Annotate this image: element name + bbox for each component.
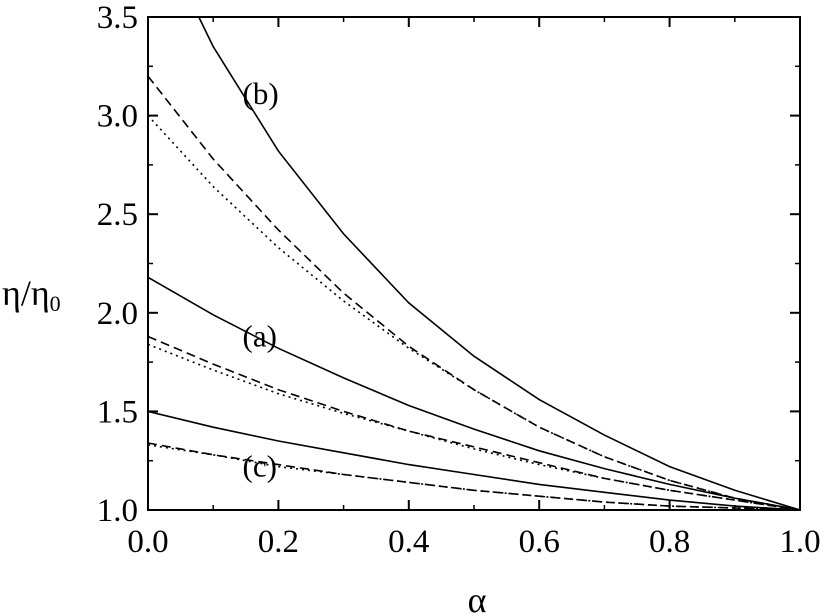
x-tick-label: 0.0 <box>127 524 168 560</box>
series-a-solid-line <box>148 276 800 510</box>
x-tick-label: 0.6 <box>519 524 560 560</box>
series-a-dashed-line <box>148 335 800 510</box>
series-b-dotted-line <box>148 115 800 510</box>
annotation-b: (b) <box>243 76 279 111</box>
y-tick-label: 2.5 <box>97 197 138 233</box>
series-layer <box>148 17 800 510</box>
y-tick-label: 3.5 <box>97 0 138 36</box>
annotation-layer: (a) (b) (c) <box>243 76 279 484</box>
series-c-dotted-line <box>148 444 800 510</box>
y-axis-label-subscript: 0 <box>50 291 61 316</box>
y-tick-label: 1.5 <box>97 394 138 430</box>
y-tick-label: 3.0 <box>97 99 138 135</box>
y-tick-label: 1.0 <box>97 493 138 529</box>
y-axis-label-main: η/η <box>2 273 50 313</box>
y-tick-label: 2.0 <box>97 296 138 332</box>
x-axis-label: α <box>468 580 487 616</box>
series-b-dashed-line <box>148 75 800 510</box>
x-tick-label: 0.2 <box>258 524 299 560</box>
x-tick-label: 0.8 <box>649 524 690 560</box>
axes-layer: 0.0 0.2 0.4 0.6 0.8 1.0 1.0 1.5 2.0 2.5 3.0 3.5 <box>97 0 821 560</box>
x-tick-label: 0.4 <box>388 524 429 560</box>
y-axis-label: η/η0 <box>2 273 61 316</box>
x-tick-label: 1.0 <box>779 524 820 560</box>
series-a-dotted-line <box>148 343 800 510</box>
series-b-solid-line <box>197 17 800 510</box>
series-c-solid-line <box>148 410 800 510</box>
annotation-c: (c) <box>243 448 277 483</box>
annotation-a: (a) <box>243 318 277 353</box>
